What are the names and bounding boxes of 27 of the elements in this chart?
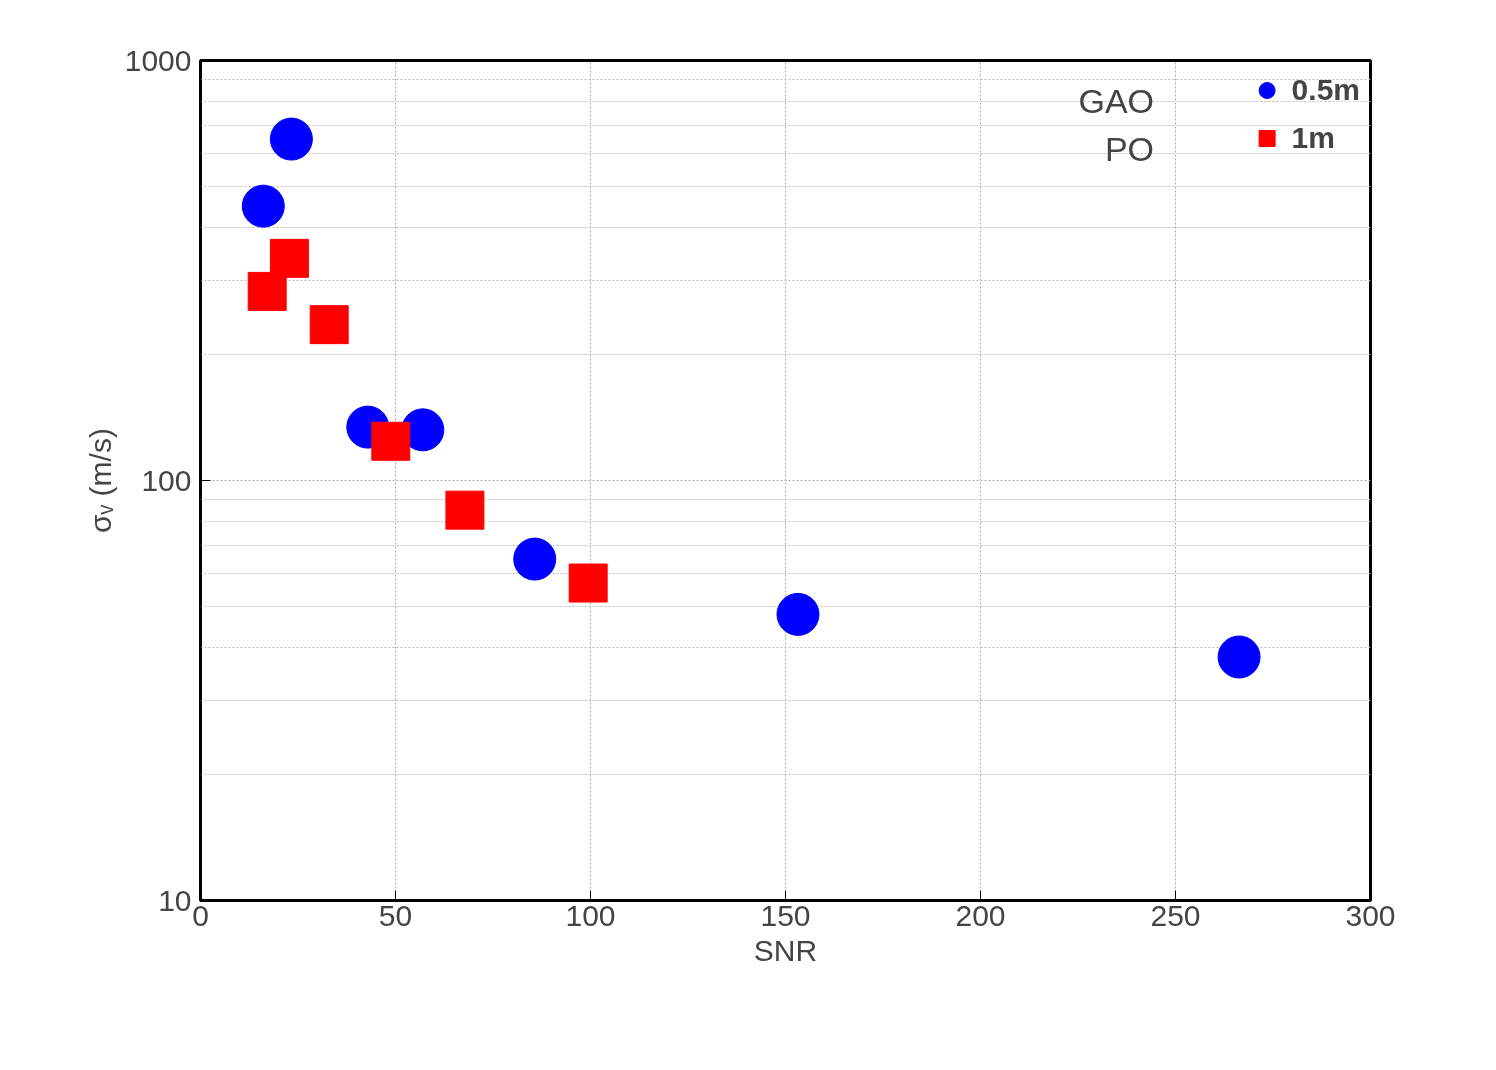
point	[309, 305, 349, 345]
point	[371, 421, 411, 461]
legend-label: 1m	[1291, 120, 1335, 156]
x-tick-label: 300	[1345, 898, 1396, 932]
point	[776, 592, 820, 636]
x-axis-title: SNR	[753, 933, 818, 967]
point	[1217, 635, 1261, 679]
point	[247, 271, 287, 311]
x-tick-label: 50	[378, 898, 413, 932]
y-tick-label: 100	[141, 463, 192, 497]
legend-label: 0.5m	[1291, 72, 1360, 108]
point	[269, 238, 309, 278]
annotation: GAO	[1078, 81, 1155, 120]
annotation: PO	[1104, 129, 1155, 168]
point	[241, 184, 285, 228]
x-tick-label: 0	[192, 898, 209, 932]
point	[513, 537, 557, 581]
y-tick-label: 10	[158, 883, 192, 917]
x-tick-label: 250	[1150, 898, 1201, 932]
point	[445, 490, 485, 530]
y-axis-title: σᵥ (m/s)	[83, 428, 117, 533]
point	[269, 117, 313, 161]
x-tick-label: 200	[955, 898, 1006, 932]
y-tick-label: 1000	[124, 43, 192, 77]
x-tick-label: 150	[760, 898, 811, 932]
point	[568, 563, 608, 603]
x-tick-label: 100	[565, 898, 616, 932]
